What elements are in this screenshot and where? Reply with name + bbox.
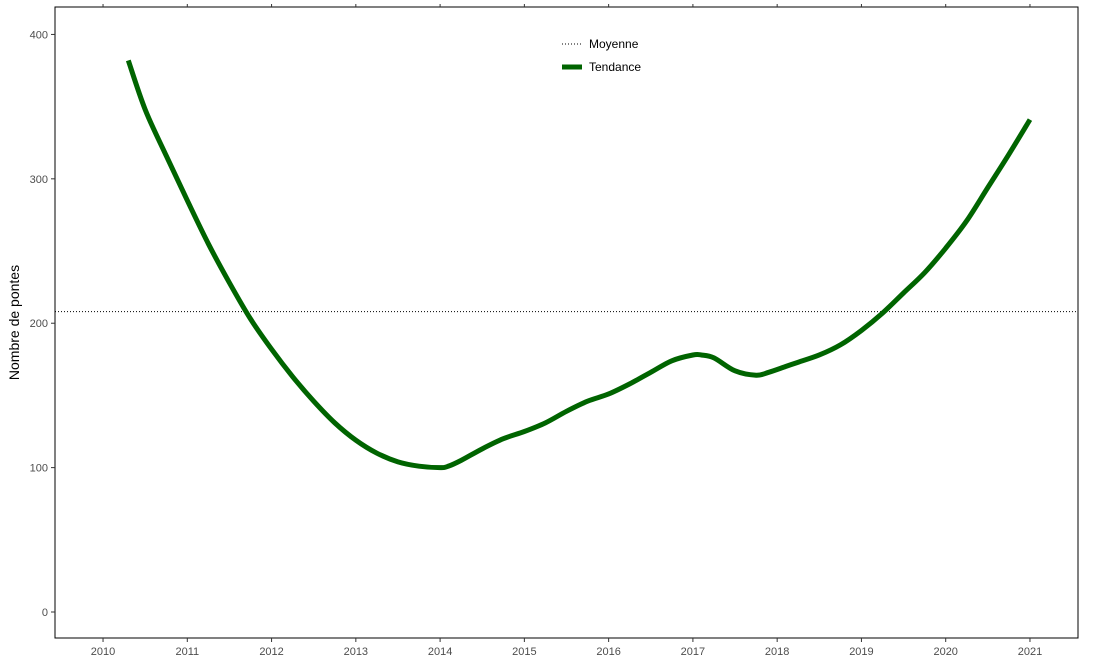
y-tick-label: 200 (30, 318, 48, 330)
legend-trend-label: Tendance (589, 60, 641, 74)
panel-border (54, 6, 1079, 639)
x-tick-label: 2018 (765, 646, 789, 658)
y-axis: 0 100 200 300 400 (30, 29, 55, 619)
y-tick-label: 0 (42, 607, 48, 619)
x-axis: 2010 2011 2012 2013 2014 2015 2016 2017 2018 2019… (91, 4, 1042, 658)
x-tick-label: 2020 (933, 646, 957, 658)
y-axis-title: Nombre de pontes (6, 265, 22, 380)
x-tick-label: 2016 (596, 646, 620, 658)
x-tick-label: 2015 (512, 646, 536, 658)
x-tick-label: 2014 (428, 646, 452, 658)
legend: Moyenne Tendance (562, 37, 641, 74)
x-tick-label: 2012 (259, 646, 283, 658)
x-tick-label: 2017 (681, 646, 705, 658)
trend-series-line (125, 59, 1033, 471)
x-tick-label: 2021 (1018, 646, 1042, 658)
y-tick-label: 100 (30, 463, 48, 475)
x-tick-label: 2019 (849, 646, 873, 658)
x-tick-label: 2010 (91, 646, 115, 658)
legend-mean-label: Moyenne (589, 37, 639, 51)
y-tick-label: 300 (30, 174, 48, 186)
x-tick-label: 2011 (175, 646, 199, 658)
x-tick-label: 2013 (344, 646, 368, 658)
y-tick-label: 400 (30, 29, 48, 41)
trend-line-layer (125, 59, 1033, 471)
